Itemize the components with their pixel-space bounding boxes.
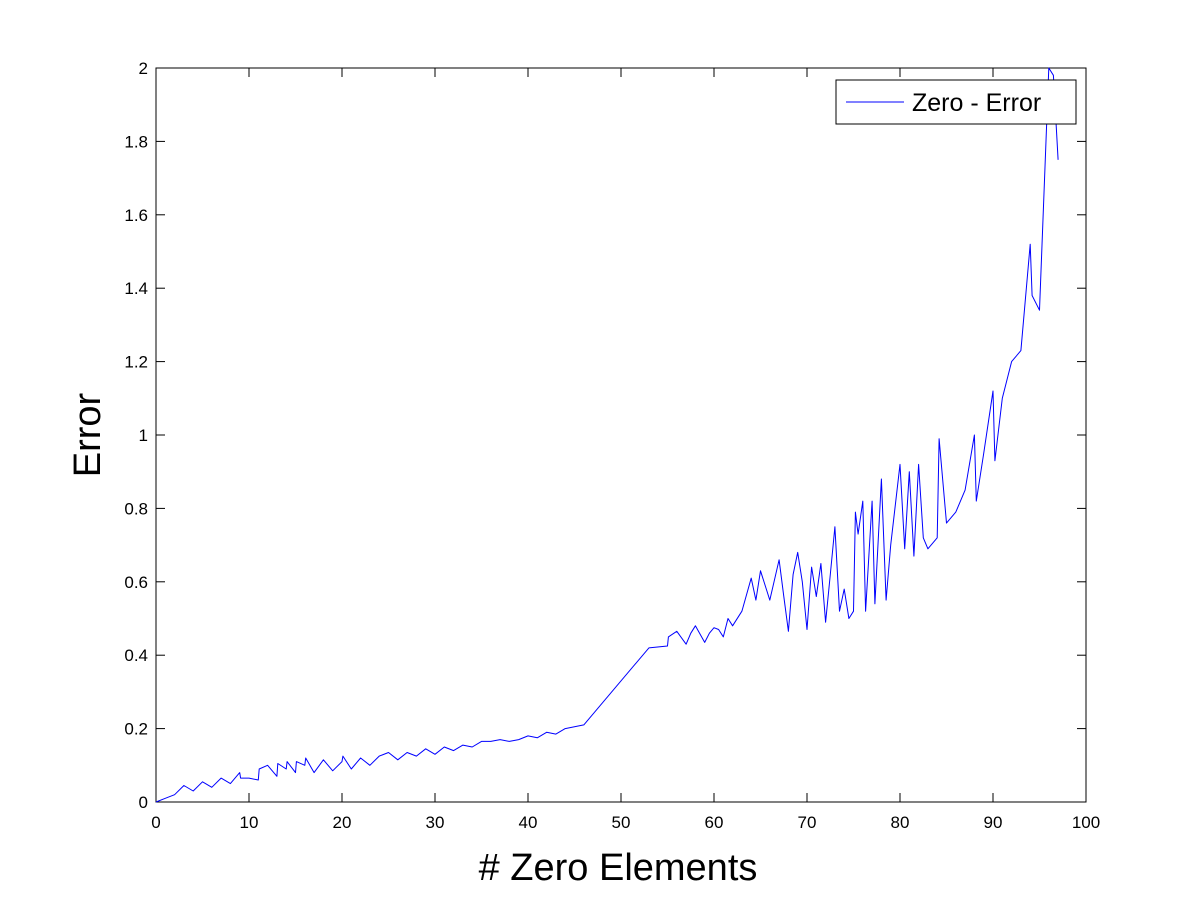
series-layer (155, 67, 1059, 803)
legend-label: Zero - Error (912, 89, 1041, 117)
y-tick-label: 0.8 (124, 499, 148, 518)
y-tick-label: 0.6 (124, 573, 148, 592)
x-tick-label: 100 (1072, 813, 1100, 832)
x-tick-label: 50 (612, 813, 631, 832)
x-tick-label: 70 (798, 813, 817, 832)
y-tick-label: 1.2 (124, 353, 148, 372)
y-tick-label: 2 (139, 59, 148, 78)
y-axis-title: Error (67, 392, 109, 477)
y-tick-label: 1 (139, 426, 148, 445)
y-tick-label: 0 (139, 793, 148, 812)
series-line-zero-error (155, 67, 1059, 803)
y-tick-label: 1.8 (124, 132, 148, 151)
y-axis-ticks: 0 0.2 0.4 0.6 0.8 1 1.2 1.4 1.6 1.8 2 (124, 59, 1086, 812)
x-axis-ticks: 0 10 20 30 40 50 60 70 80 90 100 (151, 68, 1100, 832)
x-tick-label: 20 (333, 813, 352, 832)
x-tick-label: 30 (426, 813, 445, 832)
x-tick-label: 60 (705, 813, 724, 832)
legend: Zero - Error (835, 79, 1077, 125)
y-tick-label: 0.4 (124, 646, 148, 665)
y-tick-label: 0.2 (124, 720, 148, 739)
y-tick-label: 1.4 (124, 279, 148, 298)
plot-area (155, 67, 1087, 803)
x-tick-label: 10 (240, 813, 259, 832)
x-tick-label: 40 (519, 813, 538, 832)
x-tick-label: 80 (891, 813, 910, 832)
y-tick-label: 1.6 (124, 206, 148, 225)
x-tick-label: 90 (984, 813, 1003, 832)
x-tick-label: 0 (151, 813, 160, 832)
x-axis-title: # Zero Elements (479, 847, 758, 889)
